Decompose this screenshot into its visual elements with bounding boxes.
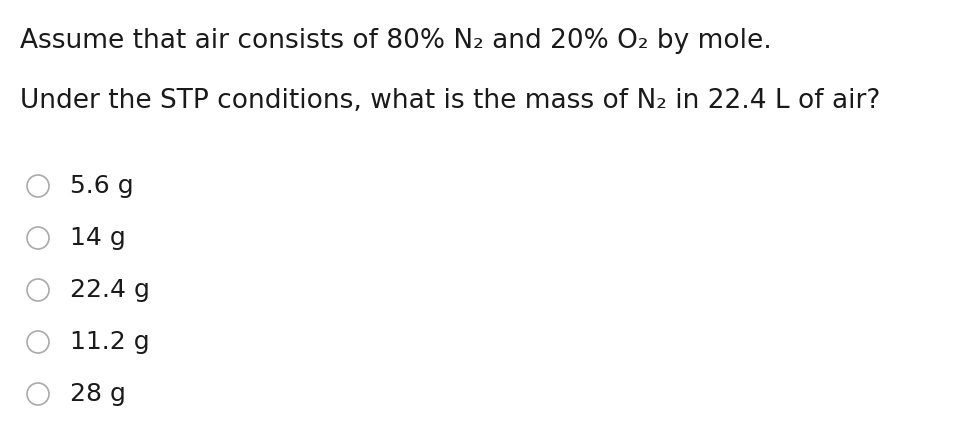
Text: 22.4 g: 22.4 g [70, 278, 150, 302]
Text: Under the STP conditions, what is the mass of N₂ in 22.4 L of air?: Under the STP conditions, what is the ma… [20, 88, 880, 114]
Ellipse shape [27, 279, 49, 301]
Text: 11.2 g: 11.2 g [70, 330, 150, 354]
Ellipse shape [27, 227, 49, 249]
Ellipse shape [27, 383, 49, 405]
Text: Assume that air consists of 80% N₂ and 20% O₂ by mole.: Assume that air consists of 80% N₂ and 2… [20, 28, 772, 54]
Text: 5.6 g: 5.6 g [70, 174, 133, 198]
Ellipse shape [27, 175, 49, 197]
Text: 14 g: 14 g [70, 226, 126, 250]
Text: 28 g: 28 g [70, 382, 126, 406]
Ellipse shape [27, 331, 49, 353]
